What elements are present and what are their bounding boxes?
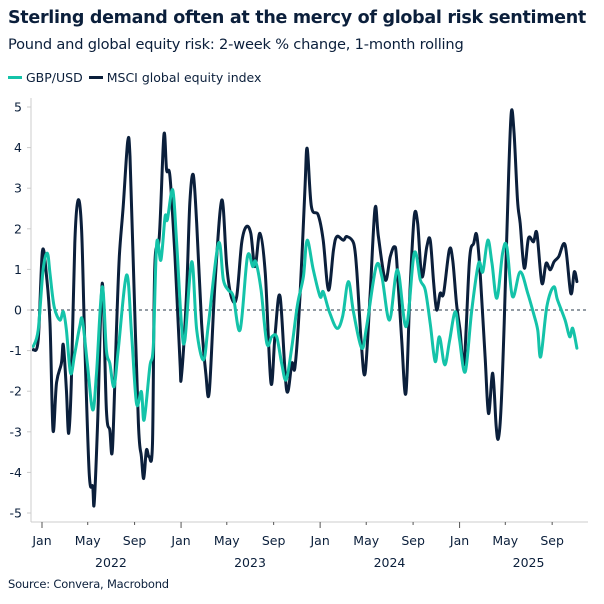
- y-tick-label: 4: [14, 140, 22, 155]
- x-year-label: 2023: [234, 555, 266, 570]
- legend-label-msci: MSCI global equity index: [106, 70, 262, 85]
- x-year-label: 2025: [513, 555, 545, 570]
- y-tick-label: -3: [10, 424, 22, 439]
- legend-item-gbp: GBP/USD: [8, 70, 83, 85]
- y-tick-label: 3: [14, 181, 22, 196]
- y-tick-label: 2: [14, 221, 22, 236]
- series-line: [32, 108, 579, 508]
- x-tick-label: May: [353, 533, 379, 548]
- x-tick-label: Sep: [540, 533, 564, 548]
- x-tick-label: Jan: [309, 533, 329, 548]
- series-msci: [32, 108, 579, 508]
- x-year-label: 2024: [374, 555, 406, 570]
- y-tick-label: 5: [14, 100, 22, 115]
- chart-subtitle: Pound and global equity risk: 2-week % c…: [8, 36, 464, 53]
- legend-swatch-gbp: [8, 76, 22, 79]
- y-tick-label: -5: [10, 506, 22, 521]
- x-year-label: 2022: [95, 555, 127, 570]
- y-tick-label: -4: [10, 465, 23, 480]
- y-tick-label: -2: [10, 384, 22, 399]
- x-tick-label: Jan: [170, 533, 190, 548]
- x-tick-label: Sep: [401, 533, 425, 548]
- y-tick-label: -1: [10, 343, 22, 358]
- y-tick-label: 0: [14, 303, 22, 318]
- x-tick-label: Jan: [449, 533, 469, 548]
- legend-label-gbp: GBP/USD: [26, 70, 83, 85]
- x-tick-label: Jan: [31, 533, 51, 548]
- x-tick-label: May: [75, 533, 101, 548]
- legend: GBP/USD MSCI global equity index: [8, 70, 261, 85]
- y-tick-label: 1: [14, 262, 22, 277]
- x-tick-label: May: [492, 533, 518, 548]
- series-line: [32, 188, 579, 422]
- x-tick-label: Sep: [262, 533, 286, 548]
- series-gbp-usd: [32, 188, 579, 422]
- legend-item-msci: MSCI global equity index: [88, 70, 262, 85]
- x-tick-label: Sep: [123, 533, 147, 548]
- chart-title: Sterling demand often at the mercy of gl…: [8, 8, 586, 28]
- x-tick-label: May: [214, 533, 240, 548]
- source-note: Source: Convera, Macrobond: [8, 577, 169, 591]
- legend-swatch-msci: [88, 76, 103, 79]
